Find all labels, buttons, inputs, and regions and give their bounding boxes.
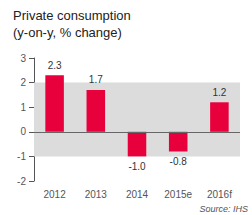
svg-text:-1: -1 xyxy=(17,151,26,162)
svg-text:Private consumption: Private consumption xyxy=(13,8,131,23)
svg-text:2: 2 xyxy=(20,77,26,88)
svg-text:Source: IHS: Source: IHS xyxy=(199,204,248,214)
svg-text:1.2: 1.2 xyxy=(212,87,226,98)
svg-text:1.7: 1.7 xyxy=(89,74,103,85)
svg-text:2.3: 2.3 xyxy=(48,60,62,71)
svg-text:2013: 2013 xyxy=(85,189,108,200)
svg-text:2014: 2014 xyxy=(126,189,149,200)
svg-text:2016f: 2016f xyxy=(207,189,232,200)
svg-text:-1.0: -1.0 xyxy=(128,161,146,172)
svg-text:1: 1 xyxy=(20,102,26,113)
svg-text:3: 3 xyxy=(20,53,26,64)
svg-text:-0.8: -0.8 xyxy=(170,156,188,167)
svg-text:2015e: 2015e xyxy=(164,189,192,200)
svg-text:(y-on-y, % change): (y-on-y, % change) xyxy=(13,25,122,40)
svg-text:2012: 2012 xyxy=(43,189,66,200)
svg-text:-2: -2 xyxy=(17,176,26,187)
svg-text:0: 0 xyxy=(20,126,26,137)
